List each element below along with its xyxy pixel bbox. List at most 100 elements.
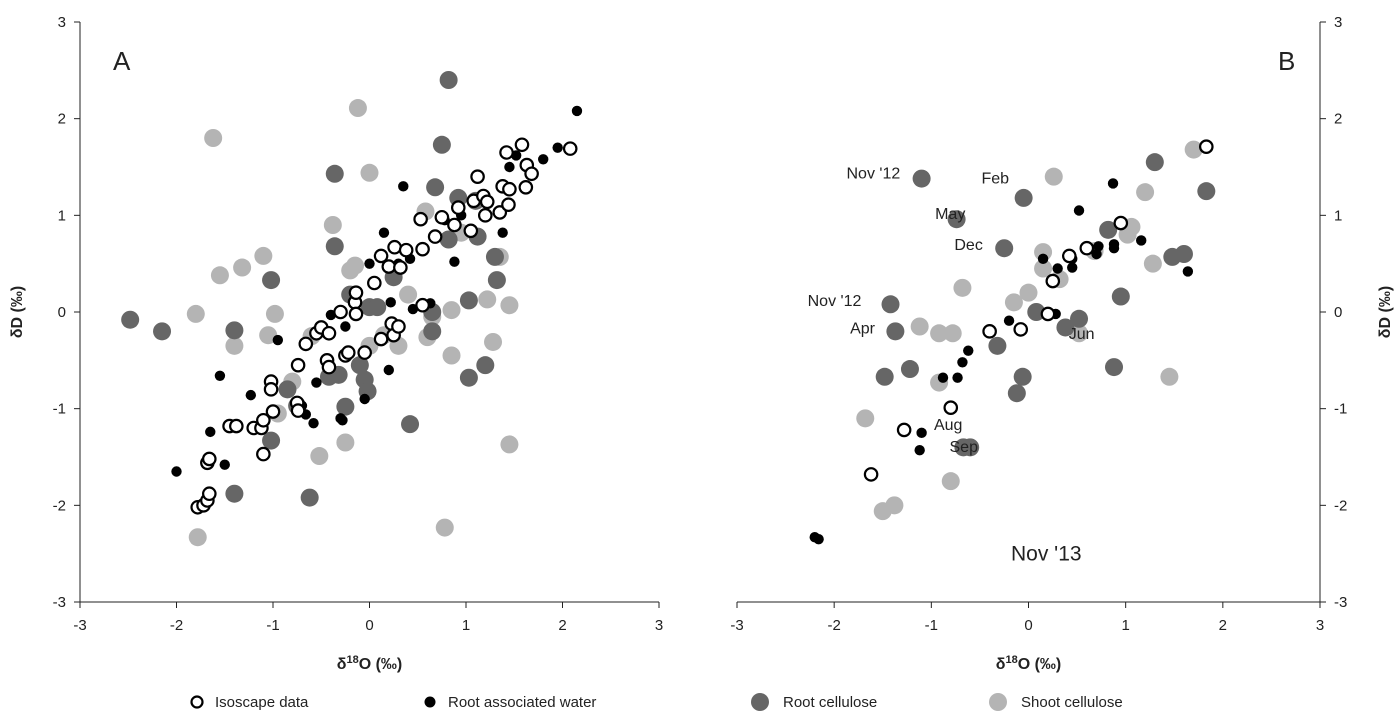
data-point (499, 145, 514, 160)
data-point (1067, 262, 1078, 273)
data-point (1160, 367, 1179, 386)
panel-A: -3 -2 -1 0 1 2 3 -3 -2 -1 0 1 2 3 δ18O (‰) δD (‰) A (9, 14, 663, 673)
data-point (952, 372, 963, 383)
data-point (875, 367, 894, 386)
data-point (214, 370, 226, 381)
data-point (502, 181, 517, 197)
data-point (413, 211, 428, 227)
data-point (415, 241, 430, 257)
y-tick-label: 3 (1334, 14, 1342, 31)
x-tick-label: 0 (1024, 617, 1032, 634)
data-point (485, 247, 504, 266)
data-point (963, 345, 974, 356)
data-point (1007, 384, 1026, 403)
data-point (387, 239, 402, 255)
data-point (360, 163, 379, 182)
data-point (982, 324, 997, 339)
y-tick-label: -1 (1334, 401, 1347, 418)
data-point (423, 322, 442, 341)
data-point (947, 210, 966, 229)
x-tick-label: -1 (266, 617, 279, 634)
data-point (346, 256, 365, 275)
y-tick-label: -1 (53, 401, 66, 418)
legend: Isoscape data Root associated water Root c… (190, 693, 1123, 711)
data-point (487, 271, 506, 290)
data-point (1093, 241, 1104, 252)
data-point (881, 295, 900, 314)
data-point (1014, 188, 1033, 207)
data-point (1044, 167, 1063, 186)
data-point (325, 164, 344, 183)
data-point (272, 334, 284, 346)
data-point (501, 197, 516, 212)
data-point (385, 297, 396, 308)
data-point (321, 325, 337, 341)
y-tick-label: 1 (1334, 207, 1342, 224)
data-point (514, 137, 530, 153)
point-annotation: Aug (934, 417, 962, 434)
data-point (500, 296, 519, 315)
legend-label: Shoot cellulose (1021, 694, 1123, 711)
data-point (900, 360, 919, 379)
data-point (484, 332, 503, 351)
data-point (497, 227, 508, 238)
data-point (479, 194, 495, 210)
data-point (1197, 182, 1216, 201)
data-point (459, 291, 478, 310)
data-point (914, 445, 925, 456)
data-point (278, 380, 297, 399)
series-isoscape-data (863, 139, 1214, 482)
data-point (378, 227, 390, 238)
legend-label: Isoscape data (215, 694, 309, 711)
data-point (435, 518, 454, 537)
y-tick-label: 0 (58, 304, 66, 321)
panel-label: A (113, 46, 131, 76)
y-tick-label: -3 (53, 594, 66, 611)
data-point (1136, 235, 1147, 246)
data-point (233, 258, 252, 277)
point-annotation: Feb (981, 170, 1009, 187)
legend-marker (989, 693, 1007, 711)
data-point (1013, 322, 1029, 337)
data-point (205, 426, 216, 438)
data-point (476, 356, 495, 375)
data-point (1079, 240, 1095, 256)
point-annotation: Nov '12 (808, 293, 862, 310)
data-point (323, 216, 342, 234)
x-tick-label: -3 (730, 617, 743, 634)
data-point (1143, 254, 1162, 273)
data-point (504, 161, 515, 173)
legend-marker (751, 693, 769, 711)
data-point (957, 357, 968, 368)
y-tick-label: 1 (58, 207, 66, 224)
point-annotation: Dec (954, 237, 982, 254)
data-point (477, 208, 493, 223)
data-point (1052, 263, 1063, 274)
data-point (930, 324, 949, 343)
data-point (202, 451, 217, 467)
data-point (813, 533, 824, 545)
data-point (1070, 309, 1089, 328)
data-point (941, 472, 960, 491)
point-annotation: Jun (1069, 326, 1095, 343)
data-point (368, 298, 387, 317)
data-point (886, 322, 905, 341)
data-point (308, 417, 319, 429)
panel-label: B (1278, 46, 1295, 76)
data-point (1045, 273, 1061, 289)
data-point (364, 258, 375, 269)
data-point (263, 382, 279, 397)
x-tick-label: -1 (925, 617, 938, 634)
point-annotation: Nov '12 (846, 166, 900, 183)
x-axis-title: δ18O (‰) (337, 654, 403, 673)
data-point (254, 246, 273, 265)
data-point (357, 345, 372, 360)
data-point (1113, 215, 1129, 231)
data-point (229, 418, 244, 434)
x-tick-label: 2 (558, 617, 566, 634)
data-point (1111, 287, 1130, 306)
series-root-cellulose (121, 71, 506, 507)
y-tick-label: -3 (1334, 594, 1347, 611)
data-point (439, 230, 458, 249)
